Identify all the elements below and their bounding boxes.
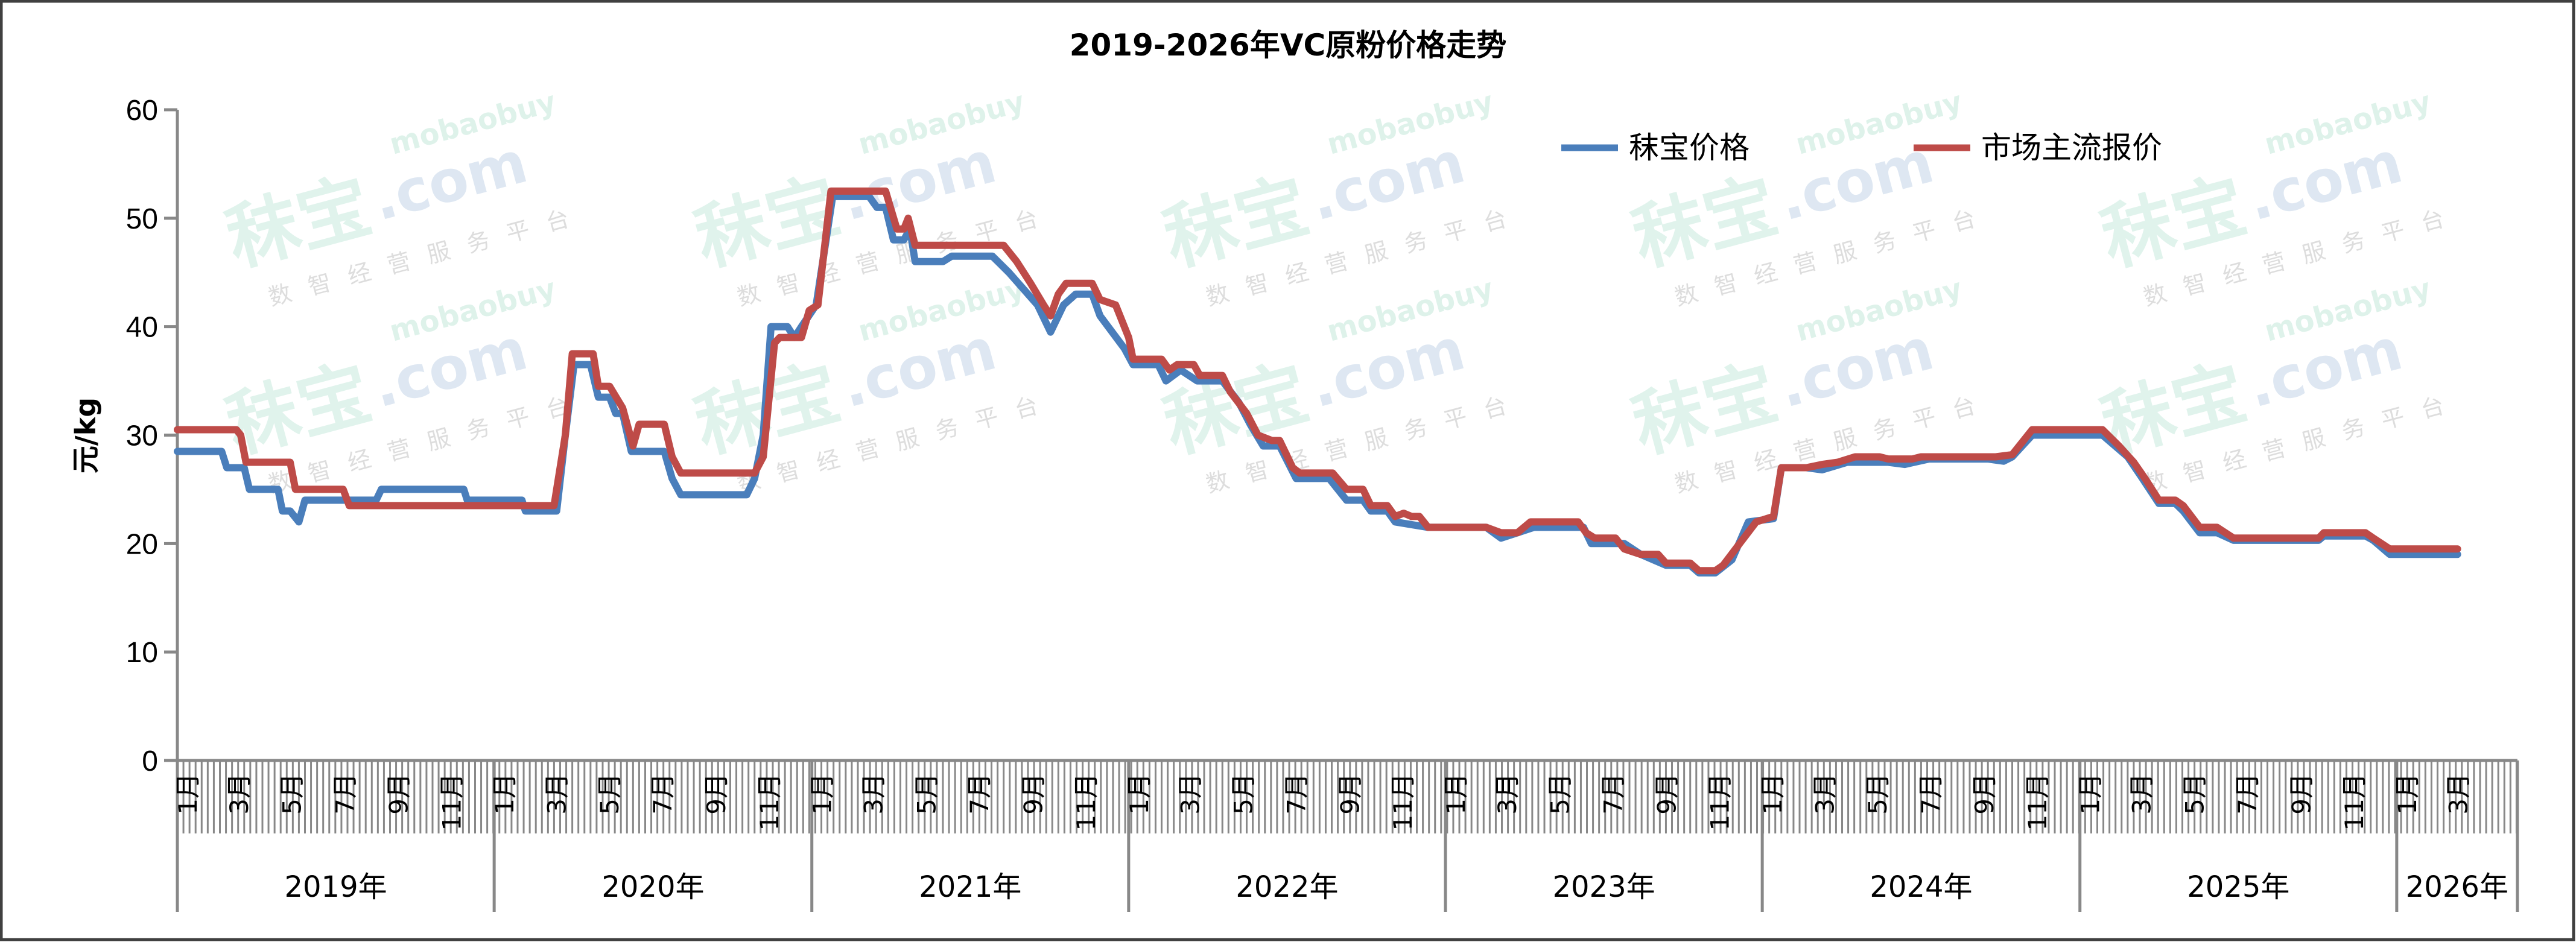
- y-tick-label: 0: [142, 745, 158, 777]
- legend-label-market: 市场主流报价: [1981, 130, 2162, 165]
- month-tick-label: 5月: [1229, 773, 1258, 815]
- month-tick-label: 1月: [1441, 773, 1471, 815]
- chart-title: 2019-2026年VC原粉价格走势: [1070, 28, 1506, 63]
- year-label: 2022年: [1236, 870, 1338, 904]
- y-tick-label: 30: [126, 420, 158, 452]
- y-tick-label: 20: [126, 528, 158, 560]
- month-tick-label: 9月: [1335, 773, 1365, 815]
- month-tick-label: 3月: [542, 773, 571, 815]
- series-layer: [174, 187, 2461, 577]
- year-label: 2025年: [2187, 870, 2289, 904]
- month-tick-label: 11月: [755, 773, 784, 830]
- x-axis: 2019年 1月 3月 5月 7月 9月 11月 2020年 1月 3月 5月 7月 9月 11月 2021…: [173, 759, 2519, 912]
- month-tick-label: 5月: [912, 773, 941, 815]
- y-tick-label: 40: [126, 312, 158, 344]
- year-label: 2024年: [1870, 870, 1972, 904]
- month-tick-label: 11月: [1071, 773, 1101, 830]
- month-tick-label: 9月: [702, 773, 731, 815]
- year-label: 2021年: [919, 870, 1021, 904]
- month-tick-label: 1月: [2393, 773, 2422, 815]
- month-tick-label: 9月: [384, 773, 414, 815]
- month-tick-label: 11月: [2340, 773, 2369, 830]
- y-axis: 0 10 20 30 40 50 60: [126, 95, 179, 777]
- y-tick-label: 50: [126, 203, 158, 235]
- month-tick-label: 1月: [1125, 773, 1154, 815]
- month-tick-label: 3月: [2444, 773, 2473, 815]
- series-line-market: [174, 187, 2461, 575]
- month-tick-label: 1月: [173, 773, 203, 815]
- month-tick-label: 7月: [330, 773, 360, 815]
- month-tick-label: 3月: [2127, 773, 2157, 815]
- month-tick-label: 9月: [2286, 773, 2316, 815]
- month-tick-label: 7月: [648, 773, 677, 815]
- month-tick-label: 7月: [2233, 773, 2262, 815]
- month-tick-label: 1月: [1758, 773, 1788, 815]
- month-tick-label: 1月: [2076, 773, 2105, 815]
- month-tick-label: 3月: [224, 773, 254, 815]
- y-tick-label: 60: [126, 95, 158, 127]
- month-tick-label: 9月: [1652, 773, 1682, 815]
- month-tick-label: 5月: [278, 773, 307, 815]
- month-tick-label: 9月: [1018, 773, 1048, 815]
- month-tick-label: 7月: [1281, 773, 1311, 815]
- month-tick-label: 1月: [490, 773, 519, 815]
- month-tick-label: 7月: [1598, 773, 1628, 815]
- year-label: 2026年: [2406, 870, 2508, 904]
- month-tick-label: 7月: [965, 773, 994, 815]
- month-tick-label: 3月: [859, 773, 889, 815]
- month-tick-label: 11月: [1705, 773, 1734, 830]
- month-tick-label: 3月: [1176, 773, 1205, 815]
- y-tick-label: 10: [126, 637, 158, 669]
- legend-label-mobao: 秣宝价格: [1629, 130, 1750, 165]
- month-tick-label: 11月: [437, 773, 466, 830]
- month-tick-label: 3月: [1493, 773, 1522, 815]
- month-tick-label: 11月: [1388, 773, 1418, 830]
- month-tick-label: 5月: [1546, 773, 1575, 815]
- month-tick-label: 7月: [1916, 773, 1946, 815]
- month-tick-label: 5月: [2180, 773, 2209, 815]
- month-tick-label: 5月: [595, 773, 624, 815]
- year-label: 2020年: [601, 870, 704, 904]
- y-axis-label: 元/kg: [69, 397, 102, 473]
- year-label: 2023年: [1552, 870, 1655, 904]
- month-tick-label: 1月: [808, 773, 837, 815]
- year-label: 2019年: [284, 870, 387, 904]
- month-tick-label: 5月: [1863, 773, 1892, 815]
- month-tick-label: 11月: [2023, 773, 2052, 830]
- legend: 秣宝价格 市场主流报价: [1561, 130, 2162, 165]
- month-tick-label: 9月: [1970, 773, 1999, 815]
- month-tick-label: 3月: [1810, 773, 1839, 815]
